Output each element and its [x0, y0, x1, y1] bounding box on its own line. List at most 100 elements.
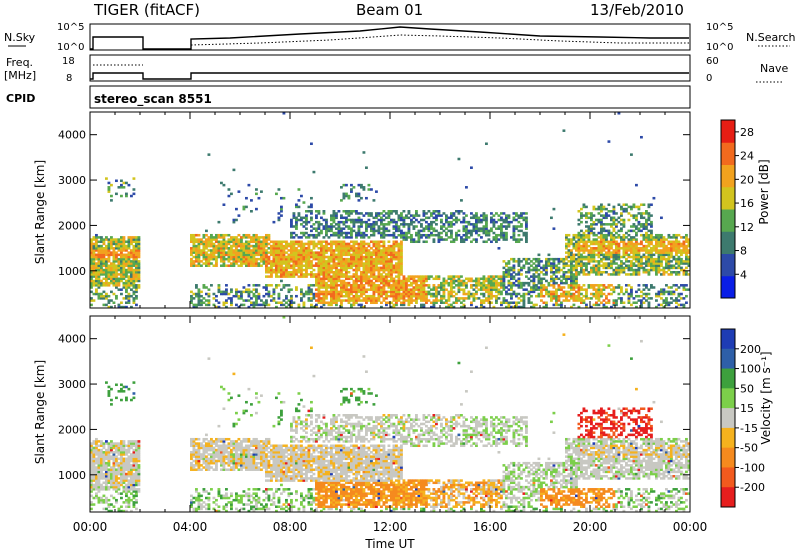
- power-cell: [500, 233, 503, 237]
- power-cell: [647, 233, 651, 237]
- power-cell: [460, 288, 463, 291]
- power-cell: [112, 255, 116, 259]
- power-cell: [372, 299, 376, 302]
- power-cell: [535, 257, 538, 261]
- power-cell: [610, 251, 613, 254]
- power-cell: [672, 292, 676, 296]
- power-cell: [337, 257, 341, 261]
- power-cell: [387, 281, 391, 285]
- power-cell: [372, 244, 376, 248]
- power-cell: [315, 210, 318, 213]
- power-cell: [372, 290, 376, 294]
- power-cell: [497, 290, 501, 294]
- power-cell: [410, 223, 413, 226]
- power-cell: [570, 279, 573, 283]
- power-cell: [102, 242, 106, 246]
- power-cell: [437, 290, 441, 294]
- power-cell: [567, 299, 571, 302]
- power-cell: [492, 286, 496, 289]
- power-cell: [612, 210, 616, 213]
- power-cell: [377, 284, 381, 287]
- power-cell: [120, 301, 123, 304]
- power-cell: [210, 255, 213, 259]
- power-cell: [612, 273, 616, 276]
- power-cell: [645, 257, 648, 261]
- power-cell: [685, 255, 688, 259]
- power-cell: [622, 236, 626, 239]
- power-cell: [567, 286, 571, 289]
- power-cell: [447, 229, 451, 233]
- power-cell: [397, 253, 401, 257]
- power-cell: [105, 262, 108, 265]
- power-cell: [490, 292, 493, 296]
- power-cell: [345, 194, 348, 198]
- power-cell: [605, 297, 608, 300]
- power-cell: [670, 251, 673, 254]
- power-cell: [315, 277, 318, 281]
- power-cell: [377, 279, 381, 283]
- power-cell: [342, 251, 346, 254]
- power-cell: [590, 251, 593, 254]
- power-cell: [577, 305, 581, 309]
- power-cell: [125, 294, 128, 298]
- power-cell: [117, 279, 121, 283]
- power-cell: [412, 220, 416, 224]
- power-cell: [602, 207, 606, 211]
- power-cell: [640, 264, 643, 267]
- power-cell: [240, 303, 243, 307]
- power-cell: [395, 244, 398, 248]
- freq-trace: [90, 72, 689, 80]
- power-cell: [387, 284, 391, 287]
- power-cell: [337, 223, 341, 226]
- power-cell: [365, 196, 368, 200]
- power-cell: [335, 233, 338, 237]
- power-cell: [485, 297, 488, 300]
- power-cell: [275, 192, 278, 196]
- power-cell: [355, 192, 358, 196]
- power-cell: [540, 270, 543, 274]
- power-cell: [310, 255, 313, 259]
- power-cell: [365, 275, 368, 278]
- power-cell: [572, 260, 576, 263]
- power-cell: [352, 249, 356, 252]
- power-cell: [360, 279, 363, 283]
- power-cell: [660, 264, 663, 267]
- power-cell: [395, 240, 398, 244]
- power-cell: [382, 251, 386, 254]
- power-cell: [462, 279, 466, 283]
- power-cell: [302, 260, 306, 263]
- power-cell: [637, 212, 641, 215]
- power-cell: [285, 255, 288, 259]
- power-cell: [620, 223, 623, 226]
- power-cell: [607, 264, 611, 267]
- power-cell: [390, 284, 393, 287]
- power-cell: [310, 142, 313, 146]
- power-cell: [277, 301, 281, 304]
- power-cell: [677, 262, 681, 265]
- power-cell: [500, 281, 503, 285]
- power-cell: [612, 260, 616, 263]
- power-cell: [660, 273, 663, 276]
- power-cell: [282, 303, 286, 307]
- power-cell: [307, 253, 311, 257]
- power-cell: [670, 247, 673, 250]
- power-cell: [595, 273, 598, 276]
- power-cell: [257, 264, 261, 267]
- power-cell: [235, 242, 238, 246]
- power-cell: [317, 281, 321, 285]
- power-cell: [107, 244, 111, 248]
- power-cell: [340, 275, 343, 278]
- power-cell: [380, 268, 383, 272]
- power-cell: [135, 297, 138, 300]
- power-cell: [647, 242, 651, 246]
- power-cell: [592, 227, 596, 230]
- power-cell: [435, 223, 438, 226]
- power-cell: [347, 227, 351, 230]
- power-cell: [422, 286, 426, 289]
- power-cell: [95, 244, 98, 248]
- power-cell: [520, 305, 523, 309]
- power-cell: [510, 288, 513, 291]
- power-cell: [635, 238, 638, 241]
- power-cell: [302, 273, 306, 276]
- power-cell: [515, 225, 518, 228]
